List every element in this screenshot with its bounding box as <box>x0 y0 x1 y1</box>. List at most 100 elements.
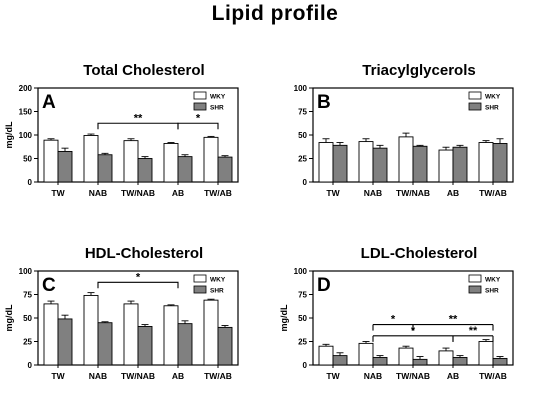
x-tick-label: TW/AB <box>479 371 507 381</box>
legend-label: SHR <box>485 288 499 295</box>
y-tick-label: 50 <box>298 131 307 140</box>
bar <box>57 318 73 366</box>
page-title: Lipid profile <box>211 2 339 25</box>
bar <box>203 136 219 183</box>
x-tick-label: TW/AB <box>204 188 232 198</box>
bar <box>83 135 99 183</box>
bar <box>163 143 179 183</box>
y-tick-label: 0 <box>28 178 33 187</box>
bar <box>358 342 374 366</box>
chart-triacylglycerols: Triacylglycerols B 0 25 50 75 100 TW NAB TW/NAB AB… <box>294 62 514 198</box>
bar <box>438 149 454 183</box>
bar <box>123 303 139 366</box>
bar <box>97 322 113 366</box>
panel-letter: C <box>42 275 56 296</box>
x-tick-label: AB <box>172 188 184 198</box>
chart-title: HDL-Cholesterol <box>85 245 203 262</box>
y-tick-label: 50 <box>298 314 307 323</box>
chart-title: Triacylglycerols <box>362 62 475 79</box>
panel-letter: B <box>317 92 331 113</box>
bar <box>177 156 193 183</box>
bar <box>478 341 494 366</box>
legend-label: WKY <box>210 277 226 284</box>
bar <box>412 358 428 366</box>
y-axis-label: mg/dL <box>279 304 289 331</box>
bar <box>358 141 374 183</box>
bar <box>492 143 508 183</box>
legend-swatch <box>193 102 207 111</box>
y-tick-label: 25 <box>23 338 32 347</box>
bar <box>43 139 59 183</box>
bar <box>318 142 334 183</box>
legend-label: SHR <box>485 105 499 112</box>
y-tick-label: 75 <box>298 291 307 300</box>
significance-label: * <box>411 325 416 337</box>
y-tick-label: 100 <box>294 84 308 93</box>
bar <box>318 345 334 366</box>
y-tick-label: 25 <box>298 155 307 164</box>
bar <box>412 145 428 183</box>
bar <box>452 146 468 183</box>
chart-hdl-cholesterol: HDL-Cholesterol Cmg/dL 0 25 50 75 100 TW NAB TW/N… <box>4 245 239 381</box>
legend-label: WKY <box>485 94 501 101</box>
legend-label: SHR <box>210 288 224 295</box>
legend-label: WKY <box>485 277 501 284</box>
bar <box>83 294 99 366</box>
y-tick-label: 50 <box>23 155 32 164</box>
bar <box>97 154 113 183</box>
y-tick-label: 150 <box>19 108 33 117</box>
legend-label: SHR <box>210 105 224 112</box>
x-tick-label: NAB <box>364 371 382 381</box>
y-axis-label: mg/dL <box>4 304 14 331</box>
y-tick-label: 0 <box>28 361 33 370</box>
bar <box>217 156 233 183</box>
significance-label: ** <box>469 325 478 337</box>
bar <box>332 144 348 183</box>
bar <box>398 136 414 183</box>
significance-label: * <box>391 314 396 326</box>
bar <box>452 357 468 366</box>
x-tick-label: TW/NAB <box>396 371 430 381</box>
bar <box>177 323 193 366</box>
x-tick-label: TW <box>51 188 65 198</box>
bar <box>57 150 73 183</box>
legend-swatch <box>468 91 482 100</box>
y-tick-label: 100 <box>19 267 33 276</box>
bar <box>492 357 508 366</box>
x-tick-label: TW/NAB <box>396 188 430 198</box>
chart-ldl-cholesterol: LDL-Cholesterol Dmg/dL 0 25 50 75 100 TW NAB TW/N… <box>279 245 514 381</box>
x-tick-label: NAB <box>364 188 382 198</box>
x-tick-label: TW/NAB <box>121 188 155 198</box>
x-tick-label: AB <box>172 371 184 381</box>
x-tick-label: TW <box>326 371 340 381</box>
x-tick-label: TW <box>51 371 65 381</box>
legend-swatch <box>193 274 207 283</box>
y-tick-label: 75 <box>23 291 32 300</box>
significance-label: ** <box>134 112 143 124</box>
chart-total-cholesterol: Total Cholesterol Amg/dL 0 50 100 150 200 TW NAB… <box>4 62 239 198</box>
legend-swatch <box>468 102 482 111</box>
bar <box>163 305 179 366</box>
chart-title: Total Cholesterol <box>83 62 204 79</box>
significance-label: * <box>136 271 141 283</box>
legend-swatch <box>468 285 482 294</box>
panel-letter: D <box>317 275 331 296</box>
bar <box>137 326 153 366</box>
y-tick-label: 50 <box>23 314 32 323</box>
bar <box>43 303 59 366</box>
y-tick-label: 75 <box>298 108 307 117</box>
bar <box>398 347 414 366</box>
bar <box>438 350 454 366</box>
y-tick-label: 25 <box>298 338 307 347</box>
bar <box>478 142 494 183</box>
bar <box>217 326 233 366</box>
y-tick-label: 100 <box>294 267 308 276</box>
bar <box>123 140 139 183</box>
bar <box>372 357 388 366</box>
x-tick-label: TW/NAB <box>121 371 155 381</box>
significance-bracket <box>177 122 219 130</box>
significance-bracket <box>97 281 179 289</box>
x-tick-label: TW <box>326 188 340 198</box>
y-axis-label: mg/dL <box>4 121 14 148</box>
y-tick-label: 0 <box>303 178 308 187</box>
